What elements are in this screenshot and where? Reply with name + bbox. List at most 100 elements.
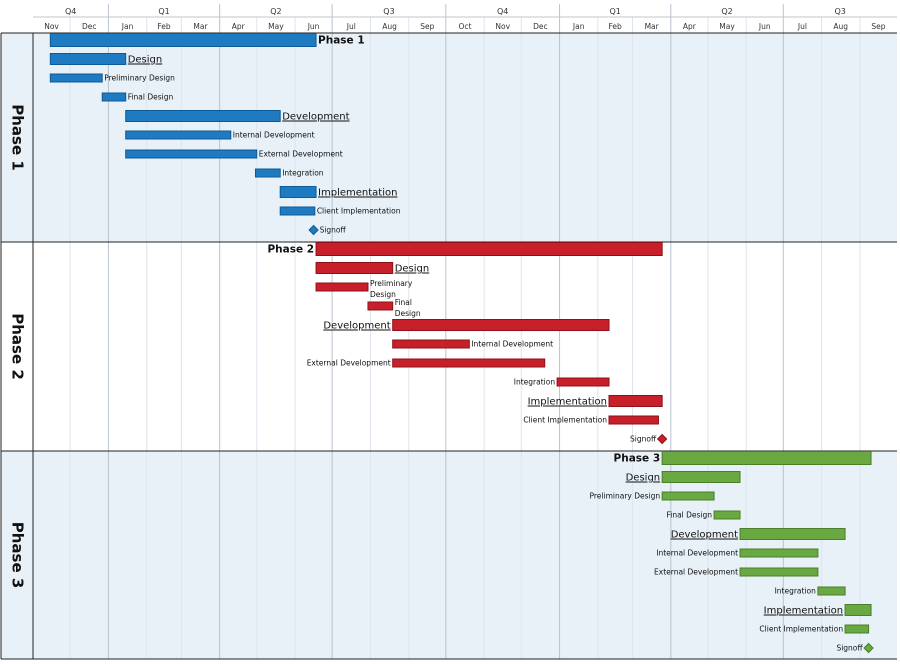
month-label: Oct xyxy=(459,22,472,31)
swimlane-label-1: Phase 1 xyxy=(9,104,27,171)
month-label: Feb xyxy=(609,22,623,31)
phase-3-design-label: Design xyxy=(626,473,661,484)
phase-2-preliminary-design-bar xyxy=(315,282,369,292)
phase-1-final-design-label: Final Design xyxy=(128,93,174,102)
phase-1-external-development-bar xyxy=(125,149,258,159)
month-label: Dec xyxy=(533,22,548,31)
phase-3-implementation-bar xyxy=(844,604,872,616)
quarter-label: Q4 xyxy=(497,7,508,16)
phase-1-design-label: Design xyxy=(128,55,163,66)
phase-1-preliminary-design-label: Preliminary Design xyxy=(104,74,175,83)
phase-1-phase-1-bar xyxy=(49,33,317,47)
phase-3-phase-3-bar xyxy=(661,451,872,465)
month-label: Aug xyxy=(833,22,848,31)
phase-1-internal-development-bar xyxy=(125,130,232,140)
phase-1-preliminary-design-bar xyxy=(49,73,103,83)
month-label: Jan xyxy=(121,22,134,31)
quarter-label: Q4 xyxy=(65,7,76,16)
phase-3-internal-development-label: Internal Development xyxy=(656,549,738,558)
phase-2-client-implementation-label: Client Implementation xyxy=(523,416,607,425)
month-label: Mar xyxy=(645,22,660,31)
phase-1-signoff-label: Signoff xyxy=(320,226,347,235)
phase-1-phase-1-label: Phase 1 xyxy=(318,35,365,47)
phase-1-design-bar xyxy=(49,53,127,65)
month-label: Sep xyxy=(420,22,434,31)
month-label: May xyxy=(719,22,735,31)
phase-2-signoff-label: Signoff xyxy=(630,435,657,444)
phase-3-design-bar xyxy=(661,471,741,483)
phase-3-integration-bar xyxy=(817,586,846,596)
phase-2-external-development-label: External Development xyxy=(307,359,391,368)
phase-3-integration-label: Integration xyxy=(775,587,817,596)
phase-1-integration-label: Integration xyxy=(282,169,324,178)
phase-3-final-design-bar xyxy=(713,510,741,520)
phase-1-signoff-milestone xyxy=(308,224,319,236)
quarter-label: Q3 xyxy=(383,7,394,16)
phase-2-phase-2-label: Phase 2 xyxy=(267,244,314,256)
month-label: Jun xyxy=(758,22,771,31)
month-label: Jul xyxy=(346,22,356,31)
phase-1-client-implementation-bar xyxy=(279,206,316,216)
phase-1-external-development-label: External Development xyxy=(259,150,343,159)
phase-3-internal-development-bar xyxy=(739,548,819,558)
phase-3-signoff-label: Signoff xyxy=(836,644,863,653)
phase-3-preliminary-design-label: Preliminary Design xyxy=(590,492,661,501)
swimlane-label-3: Phase 3 xyxy=(9,522,27,589)
month-label: Apr xyxy=(232,22,246,31)
month-label: Mar xyxy=(193,22,208,31)
phase-3-development-label: Development xyxy=(671,530,738,541)
phase-2-internal-development-label: Internal Development xyxy=(471,340,553,349)
phase-3-preliminary-design-bar xyxy=(661,491,715,501)
phase-3-development-bar xyxy=(739,528,846,540)
phase-1-integration-bar xyxy=(254,168,281,178)
quarter-label: Q1 xyxy=(158,7,169,16)
phase-1-final-design-bar xyxy=(101,92,127,102)
phase-1-implementation-label: Implementation xyxy=(318,188,397,199)
phase-3-external-development-label: External Development xyxy=(654,568,738,577)
phase-3-implementation-label: Implementation xyxy=(764,606,843,617)
phase-3-final-design-label: Final Design xyxy=(666,511,712,520)
quarter-label: Q2 xyxy=(270,7,281,16)
phase-3-client-implementation-bar xyxy=(844,624,870,634)
month-label: Dec xyxy=(82,22,97,31)
phase-3-phase-3-label: Phase 3 xyxy=(614,453,661,465)
phase-1-implementation-bar xyxy=(279,186,317,198)
month-label: Jan xyxy=(572,22,585,31)
quarter-label: Q3 xyxy=(834,7,845,16)
phase-2-integration-bar xyxy=(556,377,610,387)
phase-1-development-bar xyxy=(125,110,281,122)
phase-2-signoff-milestone xyxy=(656,433,668,445)
phase-2-implementation-bar xyxy=(608,395,663,407)
month-label: Sep xyxy=(871,22,885,31)
phase-2-development-label: Development xyxy=(323,321,390,332)
quarter-label: Q2 xyxy=(721,7,732,16)
swimlane-label-2: Phase 2 xyxy=(9,313,27,380)
phase-2-external-development-bar xyxy=(392,358,546,368)
phase-3-client-implementation-label: Client Implementation xyxy=(759,625,843,634)
month-label: May xyxy=(268,22,284,31)
phase-2-phase-2-bar xyxy=(315,242,663,256)
phase-1-client-implementation-label: Client Implementation xyxy=(317,207,401,216)
phase-2-preliminary-design-label: Preliminary Design xyxy=(370,279,413,299)
phase-2-final-design-label: Final Design xyxy=(395,298,421,318)
phase-2-final-design-bar xyxy=(367,301,394,311)
month-label: Nov xyxy=(44,22,59,31)
phase-2-implementation-label: Implementation xyxy=(528,397,607,408)
phase-3-signoff-milestone xyxy=(863,642,874,654)
month-label: Jul xyxy=(797,22,807,31)
phase-2-development-bar xyxy=(392,319,610,331)
month-label: Feb xyxy=(157,22,171,31)
phase-2-design-bar xyxy=(315,262,394,274)
phase-1-development-label: Development xyxy=(282,112,349,123)
month-label: Nov xyxy=(495,22,510,31)
phase-2-design-label: Design xyxy=(395,264,430,275)
month-label: Jun xyxy=(307,22,320,31)
phase-2-client-implementation-bar xyxy=(608,415,659,425)
month-label: Aug xyxy=(382,22,397,31)
phase-2-integration-label: Integration xyxy=(514,378,556,387)
phase-2-internal-development-bar xyxy=(392,339,470,349)
month-label: Apr xyxy=(683,22,697,31)
phase-1-internal-development-label: Internal Development xyxy=(233,131,315,140)
quarter-label: Q1 xyxy=(609,7,620,16)
